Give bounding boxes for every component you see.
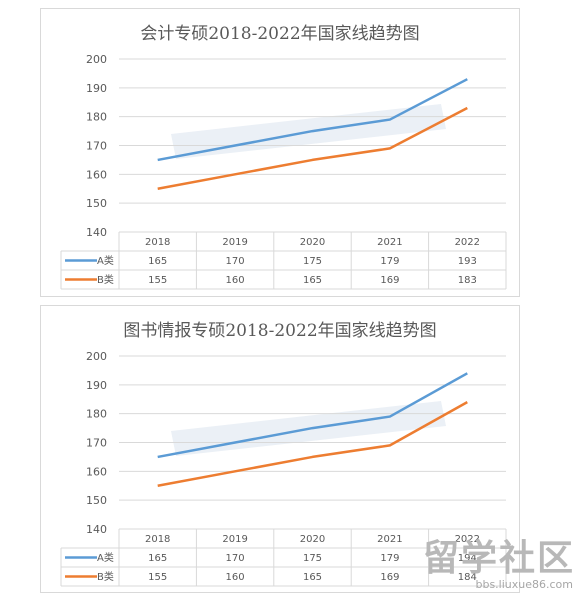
watermark-logo: 留学社区 bbs.liuxue86.com: [419, 529, 579, 593]
x-tick-label: 2021: [377, 534, 402, 545]
legend-label: A类: [97, 551, 114, 564]
y-tick-label: 150: [86, 494, 107, 507]
y-tick-label: 190: [86, 379, 107, 392]
legend-label: B类: [97, 570, 114, 583]
y-tick-label: 200: [86, 350, 107, 363]
x-tick-label: 2022: [455, 534, 480, 545]
line-chart-accounting: 140 150 160 170 180 190 200 2018 2019 2020 2021 202…: [60, 53, 507, 290]
watermark-brand: 留学社区: [422, 538, 575, 579]
table-cell-value: 175: [303, 553, 322, 564]
x-tick-label: 2020: [300, 534, 325, 545]
x-tick-label: 2019: [222, 237, 247, 248]
legend-label: A类: [97, 254, 114, 267]
table-cell-value: 155: [148, 572, 167, 583]
x-tick-label: 2022: [455, 237, 480, 248]
table-cell-value: 169: [380, 275, 399, 286]
y-tick-label: 150: [86, 197, 107, 210]
table-cell-value: 193: [458, 256, 477, 267]
table-cell-value: 165: [303, 275, 322, 286]
x-tick-label: 2018: [145, 534, 170, 545]
table-cell-value: 165: [148, 553, 167, 564]
y-tick-label: 170: [86, 437, 107, 450]
table-cell-value: 170: [226, 256, 245, 267]
y-tick-label: 140: [86, 226, 107, 239]
chart-panel-accounting: 会计专硕2018-2022年国家线趋势图 140 150 160 170 180 190 2…: [40, 8, 520, 297]
table-cell-value: 160: [226, 275, 245, 286]
y-tick-label: 190: [86, 82, 107, 95]
table-cell-value: 165: [148, 256, 167, 267]
x-tick-label: 2018: [145, 237, 170, 248]
table-cell-value: 194: [458, 553, 477, 564]
y-tick-label: 160: [86, 465, 107, 478]
x-tick-label: 2020: [300, 237, 325, 248]
y-tick-label: 180: [86, 111, 107, 124]
table-cell-value: 183: [458, 275, 477, 286]
table-cell-value: 170: [226, 553, 245, 564]
y-tick-label: 180: [86, 408, 107, 421]
line-chart-library-info: 140 150 160 170 180 190 200 2018 2019 2020 2021 202…: [60, 350, 507, 587]
table-cell-value: 175: [303, 256, 322, 267]
y-tick-label: 140: [86, 523, 107, 536]
y-tick-label: 160: [86, 168, 107, 181]
watermark-url: bbs.liuxue86.com: [475, 578, 573, 591]
y-tick-label: 200: [86, 53, 107, 66]
table-cell-value: 155: [148, 275, 167, 286]
table-cell-value: 160: [226, 572, 245, 583]
x-tick-label: 2021: [377, 237, 402, 248]
chart-title: 图书情报专硕2018-2022年国家线趋势图: [123, 321, 437, 341]
table-cell-value: 184: [458, 572, 477, 583]
x-tick-label: 2019: [222, 534, 247, 545]
chart-panel-library-info: 图书情报专硕2018-2022年国家线趋势图 140 150 160 170 180 19…: [40, 305, 520, 593]
table-cell-value: 169: [380, 572, 399, 583]
chart-title: 会计专硕2018-2022年国家线趋势图: [140, 24, 420, 44]
table-cell-value: 179: [380, 256, 399, 267]
table-cell-value: 179: [380, 553, 399, 564]
legend-label: B类: [97, 273, 114, 286]
y-tick-label: 170: [86, 140, 107, 153]
table-cell-value: 165: [303, 572, 322, 583]
